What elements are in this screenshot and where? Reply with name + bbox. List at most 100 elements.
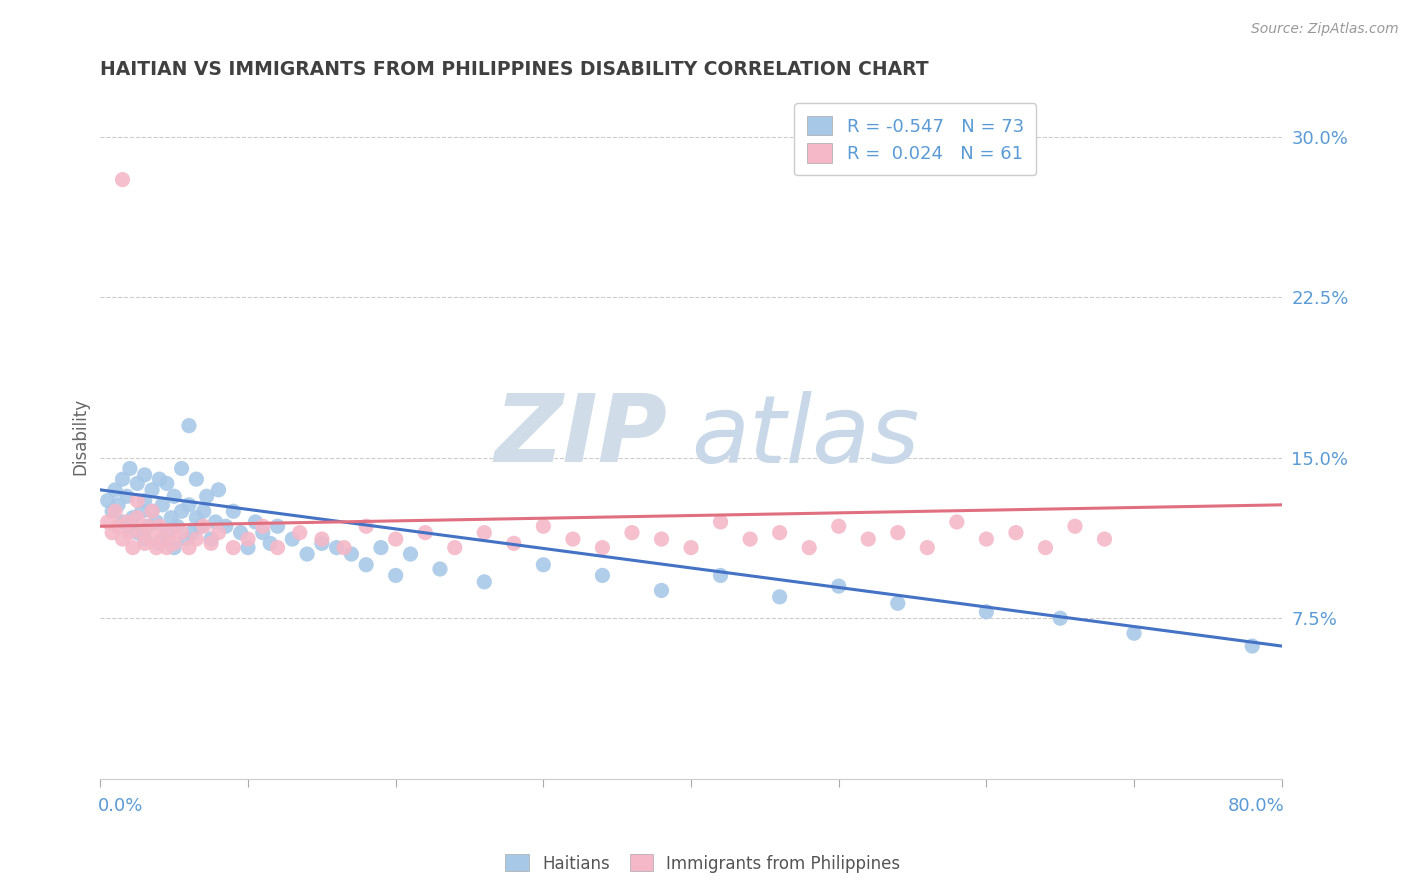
Point	[193, 519, 215, 533]
Point	[340, 547, 363, 561]
Point	[200, 532, 222, 546]
Point	[1049, 611, 1071, 625]
Point	[141, 483, 163, 497]
Text: Source: ZipAtlas.com: Source: ZipAtlas.com	[1251, 22, 1399, 37]
Point	[1241, 639, 1264, 653]
Point	[115, 489, 138, 503]
Point	[887, 596, 910, 610]
Point	[266, 519, 288, 533]
Point	[384, 532, 406, 546]
Text: atlas: atlas	[690, 391, 920, 482]
Point	[118, 525, 141, 540]
Point	[156, 525, 179, 540]
Point	[101, 525, 124, 540]
Point	[111, 172, 134, 186]
Point	[141, 504, 163, 518]
Point	[118, 461, 141, 475]
Point	[134, 536, 156, 550]
Point	[828, 519, 851, 533]
Point	[1035, 541, 1057, 555]
Point	[127, 476, 149, 491]
Point	[134, 493, 156, 508]
Point	[591, 541, 613, 555]
Point	[502, 536, 524, 550]
Point	[118, 519, 141, 533]
Point	[127, 525, 149, 540]
Point	[917, 541, 939, 555]
Point	[186, 532, 208, 546]
Point	[709, 568, 731, 582]
Point	[354, 519, 377, 533]
Point	[111, 515, 134, 529]
Point	[207, 525, 229, 540]
Point	[186, 510, 208, 524]
Point	[174, 532, 197, 546]
Point	[101, 504, 124, 518]
Point	[650, 532, 672, 546]
Point	[104, 483, 127, 497]
Point	[180, 525, 202, 540]
Point	[134, 467, 156, 482]
Point	[166, 519, 188, 533]
Point	[121, 541, 143, 555]
Point	[163, 541, 186, 555]
Point	[148, 519, 170, 533]
Point	[136, 519, 159, 533]
Point	[136, 519, 159, 533]
Point	[150, 498, 173, 512]
Point	[709, 515, 731, 529]
Point	[156, 476, 179, 491]
Point	[150, 532, 173, 546]
Point	[252, 519, 274, 533]
Point	[252, 525, 274, 540]
Point	[160, 510, 183, 524]
Point	[141, 504, 163, 518]
Point	[531, 519, 554, 533]
Point	[177, 498, 200, 512]
Legend: R = -0.547   N = 73, R =  0.024   N = 61: R = -0.547 N = 73, R = 0.024 N = 61	[794, 103, 1036, 176]
Point	[170, 525, 193, 540]
Point	[148, 536, 170, 550]
Text: 0.0%: 0.0%	[98, 797, 143, 814]
Point	[186, 472, 208, 486]
Point	[141, 532, 163, 546]
Legend: Haitians, Immigrants from Philippines: Haitians, Immigrants from Philippines	[499, 847, 907, 880]
Y-axis label: Disability: Disability	[72, 398, 89, 475]
Point	[107, 519, 129, 533]
Point	[325, 541, 347, 555]
Point	[311, 536, 333, 550]
Point	[769, 525, 792, 540]
Point	[163, 536, 186, 550]
Point	[288, 525, 311, 540]
Point	[215, 519, 238, 533]
Point	[429, 562, 451, 576]
Point	[311, 532, 333, 546]
Point	[145, 515, 167, 529]
Point	[620, 525, 643, 540]
Point	[121, 510, 143, 524]
Point	[107, 498, 129, 512]
Point	[177, 541, 200, 555]
Point	[222, 541, 245, 555]
Point	[281, 532, 304, 546]
Point	[946, 515, 969, 529]
Point	[177, 418, 200, 433]
Point	[111, 532, 134, 546]
Point	[976, 532, 998, 546]
Point	[443, 541, 465, 555]
Point	[156, 541, 179, 555]
Point	[384, 568, 406, 582]
Point	[115, 515, 138, 529]
Point	[333, 541, 356, 555]
Point	[259, 536, 281, 550]
Point	[370, 541, 392, 555]
Point	[650, 583, 672, 598]
Point	[97, 515, 120, 529]
Point	[354, 558, 377, 572]
Point	[190, 519, 212, 533]
Point	[148, 472, 170, 486]
Point	[472, 525, 495, 540]
Point	[591, 568, 613, 582]
Point	[207, 483, 229, 497]
Point	[1123, 626, 1146, 640]
